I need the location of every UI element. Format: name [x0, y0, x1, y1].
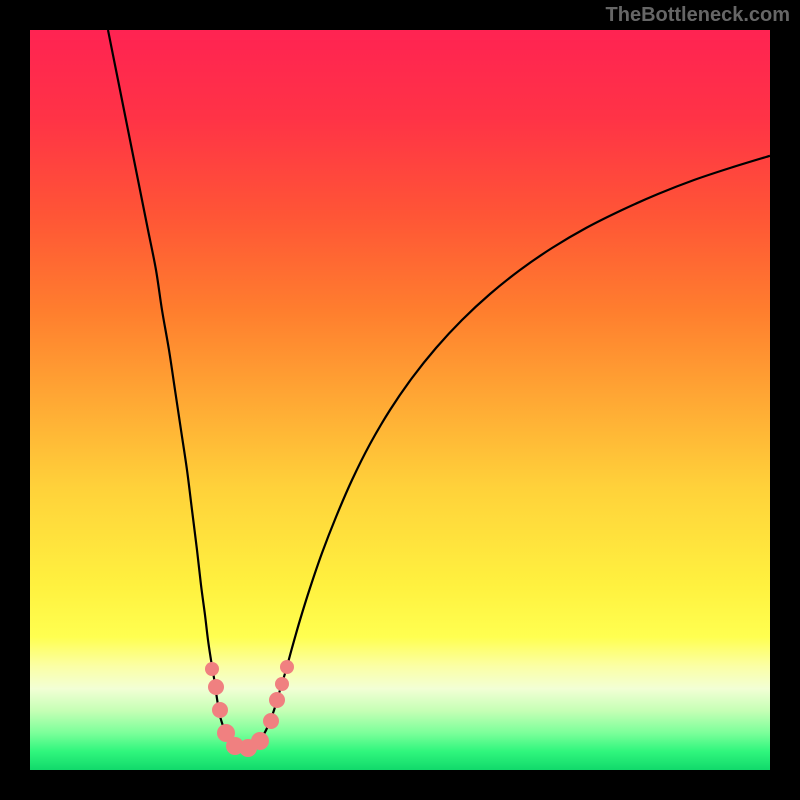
watermark: TheBottleneck.com: [606, 4, 790, 27]
border-right: [770, 0, 800, 800]
data-marker: [263, 713, 279, 729]
plot-svg: [30, 30, 770, 770]
data-marker: [251, 732, 269, 750]
chart-container: TheBottleneck.com: [0, 0, 800, 800]
border-bottom: [0, 770, 800, 800]
gradient-background: [30, 30, 770, 770]
data-marker: [212, 702, 228, 718]
data-marker: [205, 662, 219, 676]
data-marker: [275, 677, 289, 691]
data-marker: [269, 692, 285, 708]
border-left: [0, 0, 30, 800]
plot-area: [30, 30, 770, 770]
data-marker: [208, 679, 224, 695]
data-marker: [280, 660, 294, 674]
